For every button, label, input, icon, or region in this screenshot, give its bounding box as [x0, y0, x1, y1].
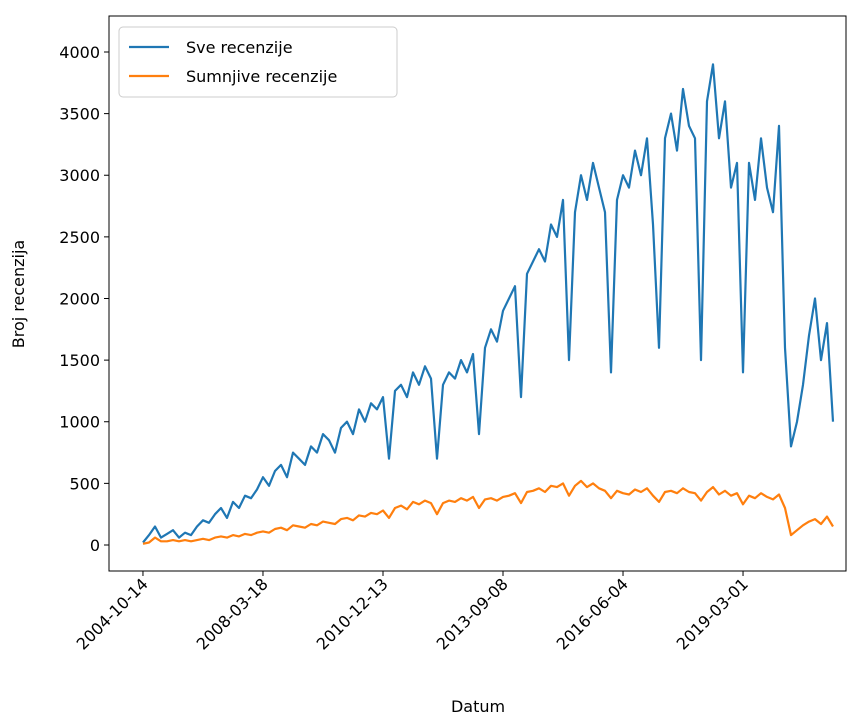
y-tick-label: 1000: [59, 413, 100, 432]
y-tick-label: 4000: [59, 43, 100, 62]
y-tick-label: 1500: [59, 351, 100, 370]
x-axis-label: Datum: [451, 697, 505, 716]
legend-box: [118, 26, 398, 98]
x-tick-label: 2019-03-01: [673, 574, 752, 653]
line-series: [142, 63, 835, 544]
y-tick-label: 500: [69, 474, 100, 493]
plot-frame: [108, 15, 847, 572]
x-tick-label: 2004-10-14: [73, 574, 152, 653]
x-tick-label: 2008-03-18: [193, 574, 272, 653]
y-axis-label: Broj recenzija: [9, 240, 28, 348]
legend-label: Sve recenzije: [186, 38, 293, 57]
y-tick-label: 0: [90, 536, 100, 555]
x-tick-label: 2010-12-13: [313, 574, 392, 653]
y-tick-label: 2500: [59, 228, 100, 247]
x-tick-label: 2013-09-08: [433, 574, 512, 653]
line-series: [142, 479, 834, 545]
y-tick-label: 2000: [59, 289, 100, 308]
y-tick-label: 3500: [59, 105, 100, 124]
y-tick-label: 3000: [59, 166, 100, 185]
x-tick-label: 2016-06-04: [553, 574, 632, 653]
legend: Sve recenzije Sumnjive recenzije: [118, 26, 398, 98]
legend-label: Sumnjive recenzije: [186, 67, 337, 86]
